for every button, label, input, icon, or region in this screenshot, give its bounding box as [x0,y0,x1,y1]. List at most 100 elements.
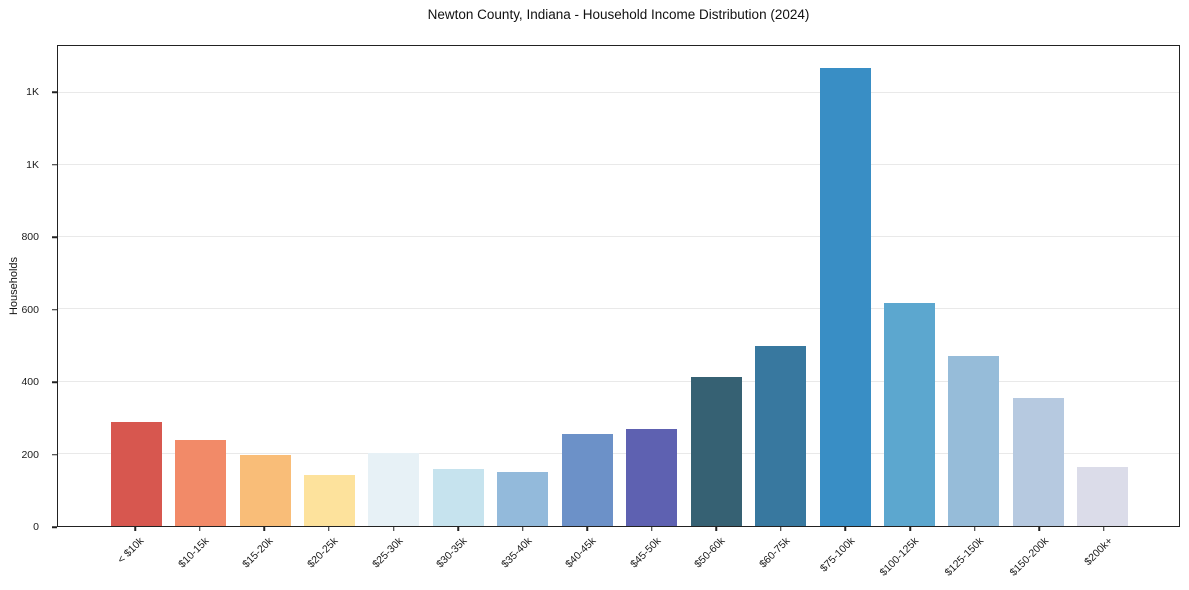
gridline-800 [58,236,1179,238]
bar-slot-125-150k [942,46,1006,526]
x-tick-label-25-30k: $25-30k [369,535,406,571]
bar-slot-20-25k [297,46,361,526]
bar-slot-150-200k [1006,46,1070,526]
bar-20-25k [304,474,356,526]
x-tick-mark-10-15k [199,527,201,531]
x-tick-mark-35-40k [521,527,524,531]
chart-title: Newton County, Indiana - Household Incom… [427,7,810,22]
bar-slot-100-125k [877,46,941,526]
bar-150-200k [1012,397,1064,526]
bar-60-75k [755,345,807,526]
gridline-1200 [58,91,1179,93]
x-slot-60-75k: $60-75k [749,527,814,589]
bar-slot-50-60k [684,46,748,526]
x-tick-mark-25-30k [392,527,395,531]
bar-10k [110,422,162,526]
x-slot-30-35k: $30-35k [426,527,491,589]
x-tick-mark-50-60k [715,527,718,531]
y-tick-marks [52,45,57,528]
x-tick-mark-100-125k [909,527,911,531]
y-tick-label-600: 600 [21,303,39,316]
x-slot-75-100k: $75-100k [813,527,878,589]
x-tick-label-100-125k: $100-125k [877,535,922,579]
bar-slot-40-45k [555,46,619,526]
x-tick-label-45-50k: $45-50k [627,535,664,571]
bar-45-50k [626,428,678,526]
y-tick-mark-600 [52,308,57,311]
x-slot-10k: < $10k [103,527,168,589]
x-tick-mark-15-20k [263,527,266,531]
y-tick-mark-1200 [52,91,57,93]
y-tick-mark-200 [52,453,57,456]
y-tick-label-0: 0 [33,521,39,533]
y-tick-label-1200: 1K [26,86,39,99]
x-tick-label-125-150k: $125-150k [942,535,987,579]
x-tick-mark-200k [1102,527,1105,531]
x-tick-label-40-45k: $40-45k [563,535,599,571]
x-slot-40-45k: $40-45k [555,527,620,589]
bar-slot-75-100k [813,46,877,526]
y-tick-label-800: 800 [21,231,39,244]
x-tick-mark-45-50k [651,527,653,531]
x-tick-label-50-60k: $50-60k [692,535,728,571]
x-tick-mark-10k [134,527,137,531]
x-tick-mark-60-75k [780,527,782,531]
bar-slot-10-15k [168,46,232,526]
bar-slot-25-30k [362,46,426,526]
bar-slot-30-35k [426,46,490,526]
bar-slot-200k [1071,46,1135,526]
bar-40-45k [561,433,613,526]
bar-50-60k [690,376,742,526]
y-tick-label-400: 400 [21,376,39,389]
bar-slot-45-50k [620,46,684,526]
bar-slot-60-75k [748,46,812,526]
bar-10-15k [175,440,227,526]
x-tick-mark-40-45k [586,527,588,531]
bar-200k [1077,466,1129,526]
gridline-1000 [58,164,1179,166]
x-tick-label-10-15k: $10-15k [176,535,212,571]
x-tick-label-150-200k: $150-200k [1007,535,1051,579]
x-tick-label-200k: $200k+ [1082,535,1116,569]
x-slot-35-40k: $35-40k [490,527,555,589]
bar-35-40k [497,471,549,526]
y-tick-label-1000: 1K [26,158,39,171]
x-slot-15-20k: $15-20k [232,527,297,589]
bar-25-30k [368,452,420,526]
x-slot-20-25k: $20-25k [297,527,362,589]
x-slot-45-50k: $45-50k [620,527,685,589]
x-tick-mark-75-100k [844,527,847,531]
bar-15-20k [239,454,291,526]
x-slot-25-30k: $25-30k [361,527,426,589]
x-tick-label-75-100k: $75-100k [817,535,857,575]
y-tick-mark-0 [52,526,57,528]
x-tick-label-15-20k: $15-20k [240,535,276,571]
y-tick-mark-400 [52,381,57,383]
x-tick-label-35-40k: $35-40k [498,535,535,571]
gridline-200 [58,452,1179,454]
x-tick-label-60-75k: $60-75k [757,535,793,571]
bar-slot-35-40k [491,46,555,526]
x-slot-10-15k: $10-15k [168,527,233,589]
x-slot-125-150k: $125-150k [942,527,1007,589]
x-tick-label-30-35k: $30-35k [434,535,470,571]
x-tick-mark-150-200k [1038,527,1040,531]
x-tick-label-20-25k: $20-25k [305,535,341,571]
x-tick-label-10k: < $10k [115,535,147,566]
bar-30-35k [432,468,484,526]
x-slot-100-125k: $100-125k [878,527,943,589]
x-axis: < $10k $10-15k $15-20k $20-25k $25-30k $30-35… [57,527,1180,589]
x-slot-200k: $200k+ [1071,527,1136,589]
plot-area [57,45,1180,527]
x-slot-50-60k: $50-60k [684,527,749,589]
x-tick-mark-20-25k [328,527,330,531]
y-tick-mark-1000 [52,163,57,166]
y-tick-labels: 0 200 400 600 800 1K 1K [0,45,49,533]
bar-100-125k [883,302,935,526]
bar-75-100k [819,68,871,526]
gridline-400 [58,380,1179,382]
x-tick-mark-30-35k [457,527,459,531]
y-tick-mark-800 [52,236,57,238]
bar-125-150k [948,356,1000,526]
